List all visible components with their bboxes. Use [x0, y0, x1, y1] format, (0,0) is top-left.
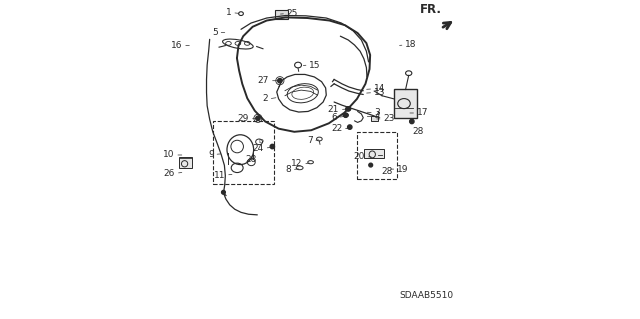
Text: 12: 12 — [291, 159, 303, 168]
Text: 14: 14 — [374, 84, 385, 93]
Text: 4: 4 — [374, 112, 380, 121]
Text: 16: 16 — [171, 41, 182, 50]
Bar — [179, 157, 192, 168]
Text: 25: 25 — [287, 9, 298, 18]
Bar — [371, 116, 378, 122]
Text: 8: 8 — [285, 165, 291, 174]
Text: 7: 7 — [307, 136, 312, 145]
Text: 3: 3 — [374, 108, 380, 117]
Circle shape — [344, 113, 348, 117]
Text: 15: 15 — [309, 61, 321, 70]
Circle shape — [221, 190, 225, 194]
Text: 9: 9 — [208, 150, 214, 159]
Text: 20: 20 — [354, 152, 365, 161]
Text: 11: 11 — [214, 171, 225, 180]
Bar — [364, 149, 384, 158]
Text: 28: 28 — [381, 167, 392, 176]
Text: 24: 24 — [253, 144, 264, 152]
Circle shape — [346, 107, 351, 111]
Text: 28: 28 — [412, 127, 424, 136]
Circle shape — [369, 163, 372, 167]
Circle shape — [348, 125, 352, 129]
Text: 2: 2 — [262, 94, 268, 103]
Text: 21: 21 — [328, 105, 339, 114]
Text: 28: 28 — [245, 155, 257, 164]
Circle shape — [270, 144, 275, 149]
Text: FR.: FR. — [420, 3, 442, 16]
Text: SDAAB5510: SDAAB5510 — [399, 291, 454, 300]
Text: D: D — [259, 139, 263, 144]
Bar — [357, 132, 397, 179]
Text: 19: 19 — [397, 165, 408, 174]
Bar — [212, 122, 274, 184]
Circle shape — [278, 78, 282, 83]
Text: 18: 18 — [405, 41, 417, 49]
Text: 5: 5 — [212, 28, 218, 37]
Text: 6: 6 — [331, 113, 337, 122]
Text: 1: 1 — [226, 8, 232, 17]
Text: 13: 13 — [374, 88, 385, 97]
Text: 23: 23 — [383, 115, 395, 123]
Bar — [394, 90, 417, 118]
Text: 22: 22 — [331, 124, 342, 133]
Text: 10: 10 — [163, 151, 175, 160]
Text: 29: 29 — [238, 115, 249, 123]
Text: 17: 17 — [417, 108, 428, 117]
Circle shape — [410, 119, 414, 124]
Bar — [275, 10, 288, 19]
Circle shape — [256, 116, 260, 121]
Text: 26: 26 — [164, 169, 175, 178]
Text: 27: 27 — [258, 76, 269, 85]
